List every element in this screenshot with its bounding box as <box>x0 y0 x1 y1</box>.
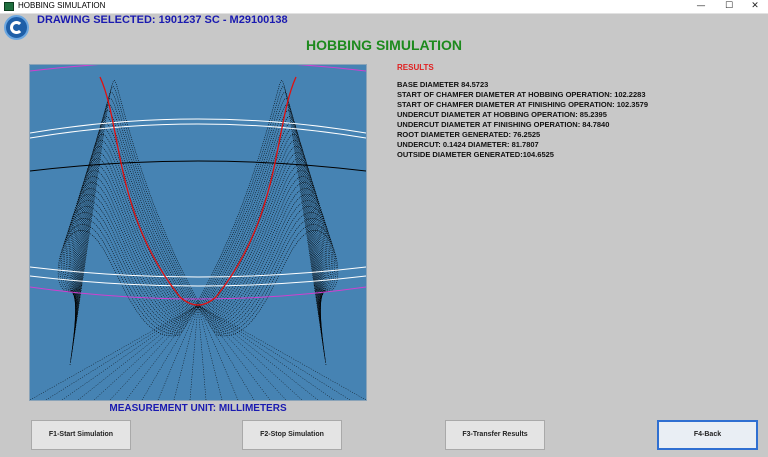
hob-trace-right <box>212 206 332 331</box>
hob-trace-left <box>59 224 181 335</box>
hob-trace-left <box>71 176 188 325</box>
result-line: UNDERCUT: 0.1424 DIAMETER: 81.7807 <box>397 140 539 149</box>
undercut-circle-arc <box>30 266 366 278</box>
hob-trace-left <box>75 152 191 327</box>
result-line: OUTSIDE DIAMETER GENERATED:104.6525 <box>397 150 554 159</box>
hob-trace-right <box>204 146 322 330</box>
result-line: START OF CHAMFER DIAMETER AT FINISHING O… <box>397 100 648 109</box>
start-simulation-button[interactable]: F1-Start Simulation <box>31 420 131 450</box>
result-line: UNDERCUT DIAMETER AT HOBBING OPERATION: … <box>397 110 607 119</box>
hob-trace-left <box>72 116 196 346</box>
hob-trace-right <box>205 152 321 327</box>
hob-trace-right <box>211 194 329 329</box>
result-line: BASE DIAMETER 84.5723 <box>397 80 489 89</box>
generating-line <box>189 304 199 400</box>
hob-trace-right <box>195 80 327 366</box>
hob-trace-left <box>71 104 198 353</box>
hob-trace-right <box>210 188 328 327</box>
results-list: BASE DIAMETER 84.5723 START OF CHAMFER D… <box>397 80 648 160</box>
title-bar: HOBBING SIMULATION — ☐ ✕ <box>0 0 768 14</box>
hob-trace-left <box>57 230 181 337</box>
generating-line <box>197 304 319 400</box>
hob-trace-right <box>203 140 322 334</box>
hob-trace-right <box>208 176 325 325</box>
hob-trace-left <box>67 194 185 329</box>
result-line: START OF CHAMFER DIAMETER AT HOBBING OPE… <box>397 90 646 99</box>
back-button[interactable]: F4-Back <box>657 420 758 450</box>
minimize-button[interactable]: — <box>696 1 706 11</box>
generating-line <box>197 304 351 400</box>
hob-trace-right <box>213 212 334 332</box>
hob-trace-left <box>73 128 194 340</box>
hob-trace-left <box>74 140 193 334</box>
hob-trace-right <box>198 104 325 353</box>
app-icon <box>4 2 14 11</box>
hob-trace-left <box>61 218 182 333</box>
generating-line <box>197 304 271 400</box>
hob-trace-right <box>215 224 337 335</box>
chamfer-circle-arc <box>30 123 366 139</box>
maximize-button[interactable]: ☐ <box>724 1 734 11</box>
root-circle-arc <box>30 286 366 300</box>
generating-line <box>197 304 303 400</box>
company-logo-icon <box>4 15 29 40</box>
hob-trace-left <box>72 170 189 324</box>
generating-line <box>93 304 199 400</box>
chamfer-circle-arc <box>30 118 366 134</box>
close-button[interactable]: ✕ <box>751 1 759 11</box>
generating-line <box>197 304 287 400</box>
hob-trace-left <box>70 92 199 359</box>
hob-trace-left <box>68 188 186 327</box>
hob-trace-right <box>196 86 326 362</box>
result-line: ROOT DIAMETER GENERATED: 76.2525 <box>397 130 541 139</box>
generating-line <box>45 304 199 400</box>
simulation-plot <box>29 64 367 401</box>
pitch-circle-arc <box>30 160 366 172</box>
hob-trace-left <box>71 98 198 356</box>
generating-line <box>125 304 199 400</box>
hob-trace-right <box>215 230 339 337</box>
hob-trace-right <box>198 98 325 356</box>
hob-trace-left <box>62 212 183 332</box>
outside-circle-arc <box>30 65 366 72</box>
generating-line <box>197 304 255 400</box>
hob-trace-left <box>74 146 192 330</box>
generating-line <box>197 304 366 400</box>
generating-line <box>197 304 239 400</box>
generating-line <box>109 304 199 400</box>
hob-trace-right <box>200 116 324 346</box>
generating-line <box>61 304 199 400</box>
hob-trace-left <box>72 110 197 350</box>
generating-line <box>157 304 199 400</box>
hob-trace-right <box>214 218 335 333</box>
undercut-circle-arc <box>30 275 366 287</box>
drawing-selected-label: DRAWING SELECTED: 1901237 SC - M29100138 <box>37 14 288 26</box>
generating-line <box>141 304 199 400</box>
window-title: HOBBING SIMULATION <box>18 1 106 10</box>
hob-trace-right <box>197 92 326 359</box>
measurement-unit-label: MEASUREMENT UNIT: MILLIMETERS <box>109 403 287 414</box>
hob-trace-left <box>70 86 200 362</box>
page-title: HOBBING SIMULATION <box>305 37 463 53</box>
hob-trace-right <box>211 200 331 330</box>
result-line: UNDERCUT DIAMETER AT FINISHING OPERATION… <box>397 120 610 129</box>
hob-trace-left <box>65 200 185 330</box>
tooth-profile <box>99 76 297 306</box>
stop-simulation-button[interactable]: F2-Stop Simulation <box>242 420 342 450</box>
transfer-results-button[interactable]: F3-Transfer Results <box>445 420 545 450</box>
simulation-canvas <box>30 65 366 400</box>
hob-trace-right <box>199 110 324 350</box>
results-title: RESULTS <box>397 63 434 72</box>
generating-line <box>197 304 207 400</box>
hob-trace-left <box>64 206 184 331</box>
generating-line <box>197 304 335 400</box>
generating-line <box>30 304 199 400</box>
hob-trace-right <box>207 170 324 324</box>
hob-trace-right <box>202 128 323 340</box>
hob-trace-left <box>69 80 201 366</box>
generating-line <box>77 304 199 400</box>
